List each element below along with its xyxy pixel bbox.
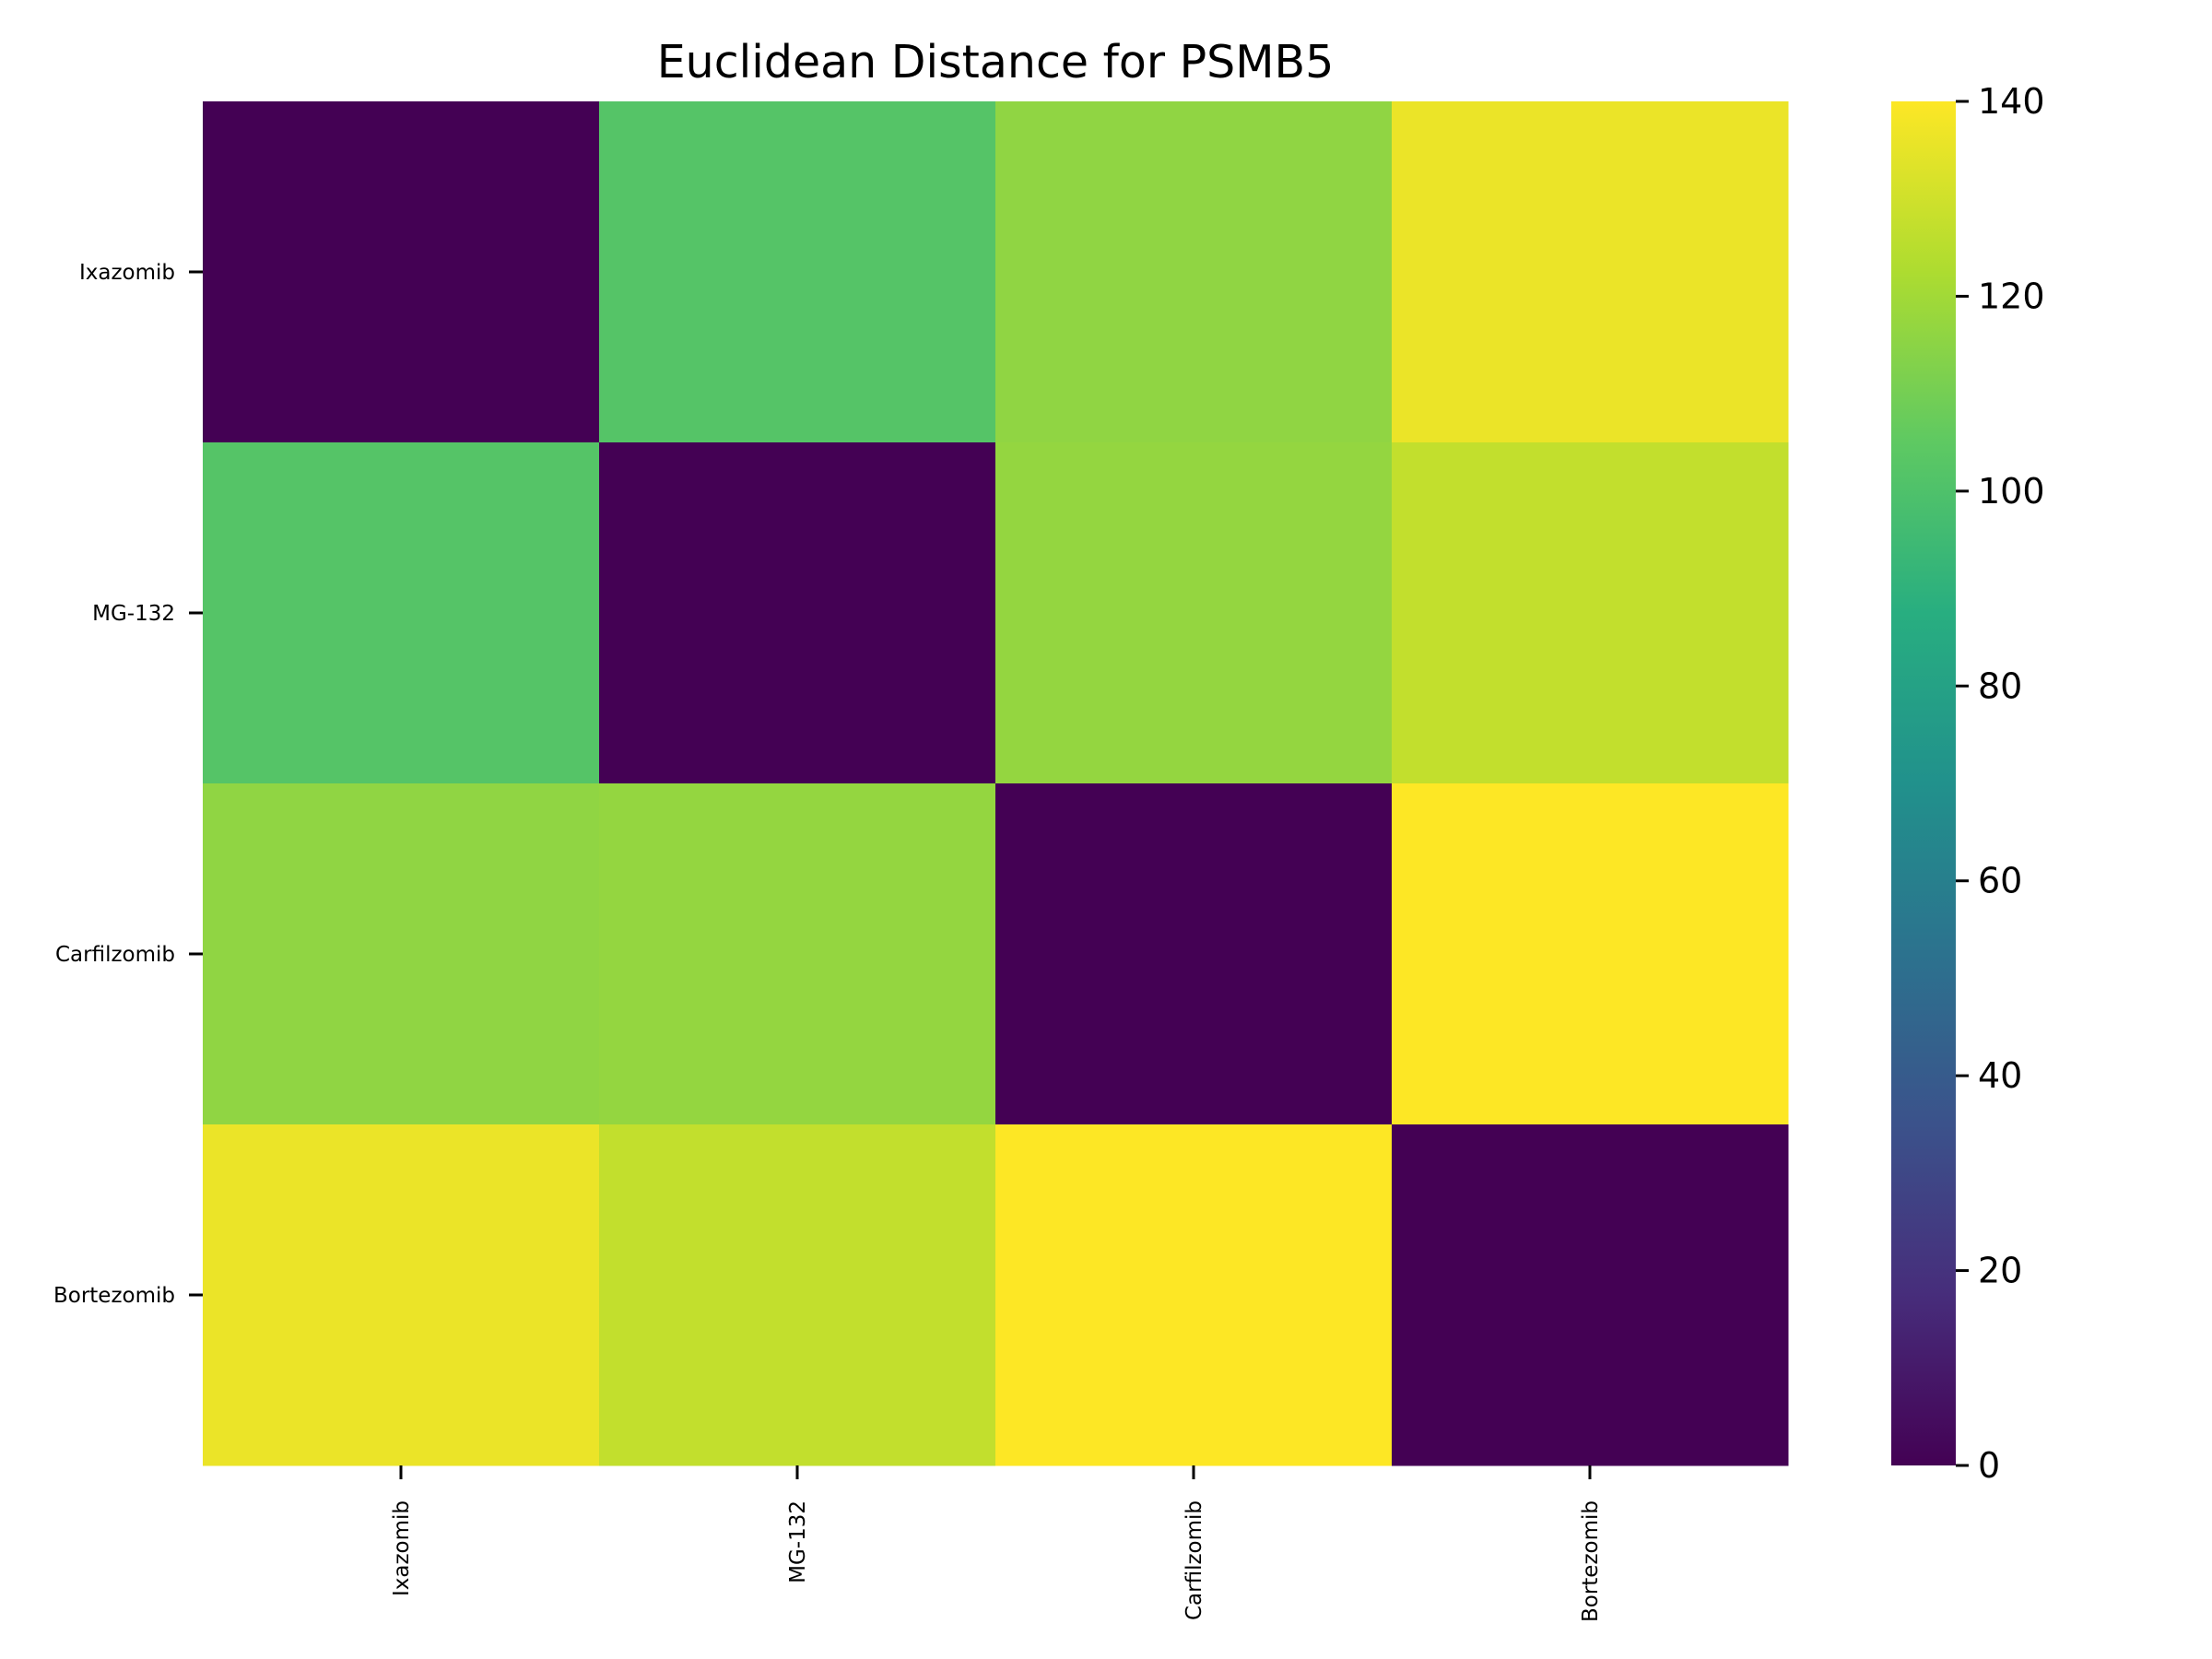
heatmap-cell-3-3 <box>1392 1124 1789 1466</box>
x-tick-label: Bortezomib <box>1579 1500 1603 1622</box>
colorbar-tick-label: 60 <box>1978 861 2022 901</box>
heatmap-cell-2-3 <box>1392 783 1789 1125</box>
x-tick-label: Carfilzomib <box>1182 1500 1206 1620</box>
heatmap-cell-2-0 <box>203 783 600 1125</box>
heatmap-cell-0-1 <box>599 101 996 443</box>
y-tick-label: Carfilzomib <box>55 943 175 967</box>
colorbar-tick-label: 120 <box>1978 276 2045 316</box>
y-tick-label: MG-132 <box>92 602 175 626</box>
heatmap-cell-1-0 <box>203 442 600 784</box>
colorbar-gradient <box>1891 101 1956 1465</box>
heatmap-cell-3-1 <box>599 1124 996 1466</box>
chart-title: Euclidean Distance for PSMB5 <box>657 36 1335 88</box>
colorbar-tick-label: 0 <box>1978 1445 2000 1486</box>
heatmap-cell-2-1 <box>599 783 996 1125</box>
heatmap-cell-3-0 <box>203 1124 600 1466</box>
heatmap-cell-0-2 <box>995 101 1393 443</box>
heatmap-cell-0-3 <box>1392 101 1789 443</box>
colorbar-tick-label: 20 <box>1978 1251 2022 1291</box>
y-axis-ticks: Ixazomib MG-132 Carfilzomib Bortezomib <box>53 261 203 1308</box>
colorbar: 0 20 40 60 80 100 120 140 <box>1891 81 2045 1486</box>
heatmap-cell-1-1 <box>599 442 996 784</box>
y-tick-label: Bortezomib <box>53 1284 175 1308</box>
heatmap-cell-3-2 <box>995 1124 1393 1466</box>
colorbar-tick-label: 40 <box>1978 1055 2022 1096</box>
heatmap-cell-2-2 <box>995 783 1393 1125</box>
heatmap-cell-1-2 <box>995 442 1393 784</box>
heatmap-cell-1-3 <box>1392 442 1789 784</box>
heatmap-cell-0-0 <box>203 101 600 443</box>
y-tick-label: Ixazomib <box>79 261 175 285</box>
x-tick-label: MG-132 <box>786 1500 810 1583</box>
x-tick-label: Ixazomib <box>390 1500 414 1596</box>
colorbar-tick-label: 140 <box>1978 81 2045 122</box>
colorbar-tick-label: 80 <box>1978 665 2022 706</box>
colorbar-tick-label: 100 <box>1978 471 2045 512</box>
x-axis-ticks: Ixazomib MG-132 Carfilzomib Bortezomib <box>390 1465 1603 1622</box>
heatmap-cells <box>203 101 1789 1466</box>
